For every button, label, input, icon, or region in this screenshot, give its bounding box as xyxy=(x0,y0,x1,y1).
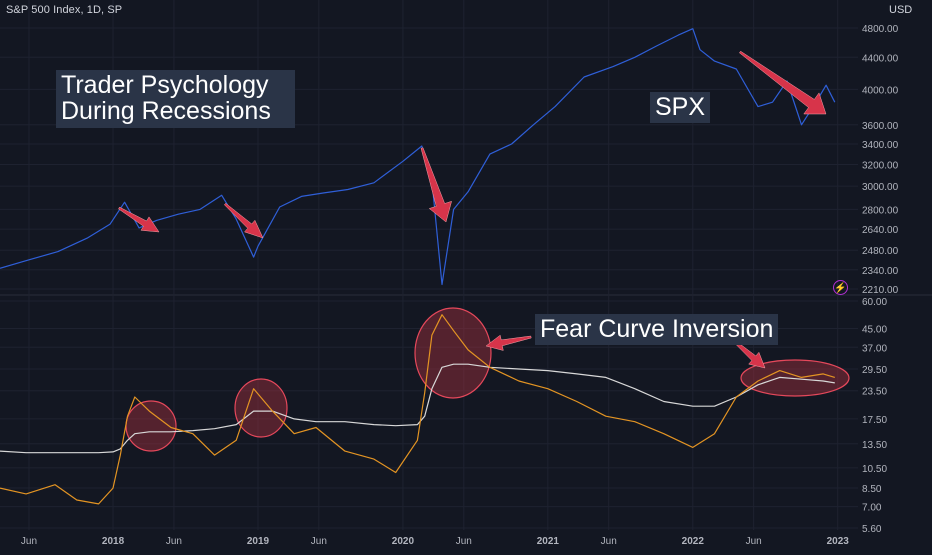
spx-y-tick-label: 2340.00 xyxy=(862,266,899,277)
vix-y-tick-label: 7.00 xyxy=(862,503,882,514)
spx-y-tick-label: 2800.00 xyxy=(862,205,899,216)
spx-y-tick-label: 4400.00 xyxy=(862,53,899,64)
spx-y-tick-label: 2210.00 xyxy=(862,285,899,296)
arrow-2022 xyxy=(739,50,827,115)
spx-y-tick-label: 3400.00 xyxy=(862,140,899,151)
vix-y-tick-label: 17.50 xyxy=(862,415,887,426)
vix-y-tick-label: 37.00 xyxy=(862,343,887,354)
spx-y-tick-label: 3000.00 xyxy=(862,182,899,193)
x-tick-label: 2023 xyxy=(827,536,850,547)
x-tick-label: Jun xyxy=(166,536,182,547)
arrow-2019 xyxy=(223,202,264,239)
x-tick-label: Jun xyxy=(311,536,327,547)
vix-y-tick-label: 8.50 xyxy=(862,484,882,495)
currency-label: USD xyxy=(889,4,913,16)
spx-line xyxy=(0,28,836,286)
x-tick-label: Jun xyxy=(456,536,472,547)
x-tick-label: Jun xyxy=(601,536,617,547)
x-tick-label: Jun xyxy=(746,536,762,547)
x-tick-label: Jun xyxy=(21,536,37,547)
x-tick-label: 2022 xyxy=(682,536,705,547)
title-annotation[interactable]: Trader Psychology During Recessions xyxy=(56,70,295,128)
spx-y-tick-label: 4000.00 xyxy=(862,85,899,96)
vix-y-tick-label: 13.50 xyxy=(862,440,887,451)
vix-y-tick-label: 10.50 xyxy=(862,464,887,475)
x-tick-label: 2021 xyxy=(537,536,560,547)
x-tick-label: 2018 xyxy=(102,536,125,547)
symbol-header: S&P 500 Index, 1D, SP xyxy=(6,4,123,16)
spx-annotation[interactable]: SPX xyxy=(650,92,711,124)
vix-average-line xyxy=(0,363,835,454)
title-line-1: Trader Psychology xyxy=(61,71,269,99)
x-tick-label: 2020 xyxy=(392,536,415,547)
arrow-2018 xyxy=(118,206,160,233)
lightning-bolt-icon[interactable]: ⚡ xyxy=(833,280,848,295)
fear-curve-annotation[interactable]: Fear Curve Inversion xyxy=(535,314,779,346)
vix-y-tick-label: 29.50 xyxy=(862,365,887,376)
vix-y-tick-label: 45.00 xyxy=(862,325,887,336)
x-tick-label: 2019 xyxy=(247,536,270,547)
vix-y-tick-label: 60.00 xyxy=(862,297,887,308)
arrow-fear-2020 xyxy=(485,334,532,351)
spx-y-tick-label: 3200.00 xyxy=(862,160,899,171)
highlight-circle xyxy=(234,378,288,438)
spx-y-tick-label: 2640.00 xyxy=(862,225,899,236)
highlight-circle xyxy=(414,307,492,399)
spx-y-tick-label: 3600.00 xyxy=(862,121,899,132)
spx-y-tick-label: 4800.00 xyxy=(862,24,899,35)
spx-y-tick-label: 2480.00 xyxy=(862,246,899,257)
highlight-circle xyxy=(740,359,850,397)
vix-line xyxy=(0,314,835,505)
vix-y-tick-label: 5.60 xyxy=(862,524,882,535)
arrow-2020 xyxy=(420,147,452,223)
title-line-2: During Recessions xyxy=(61,97,271,126)
vix-y-tick-label: 23.50 xyxy=(862,387,887,398)
